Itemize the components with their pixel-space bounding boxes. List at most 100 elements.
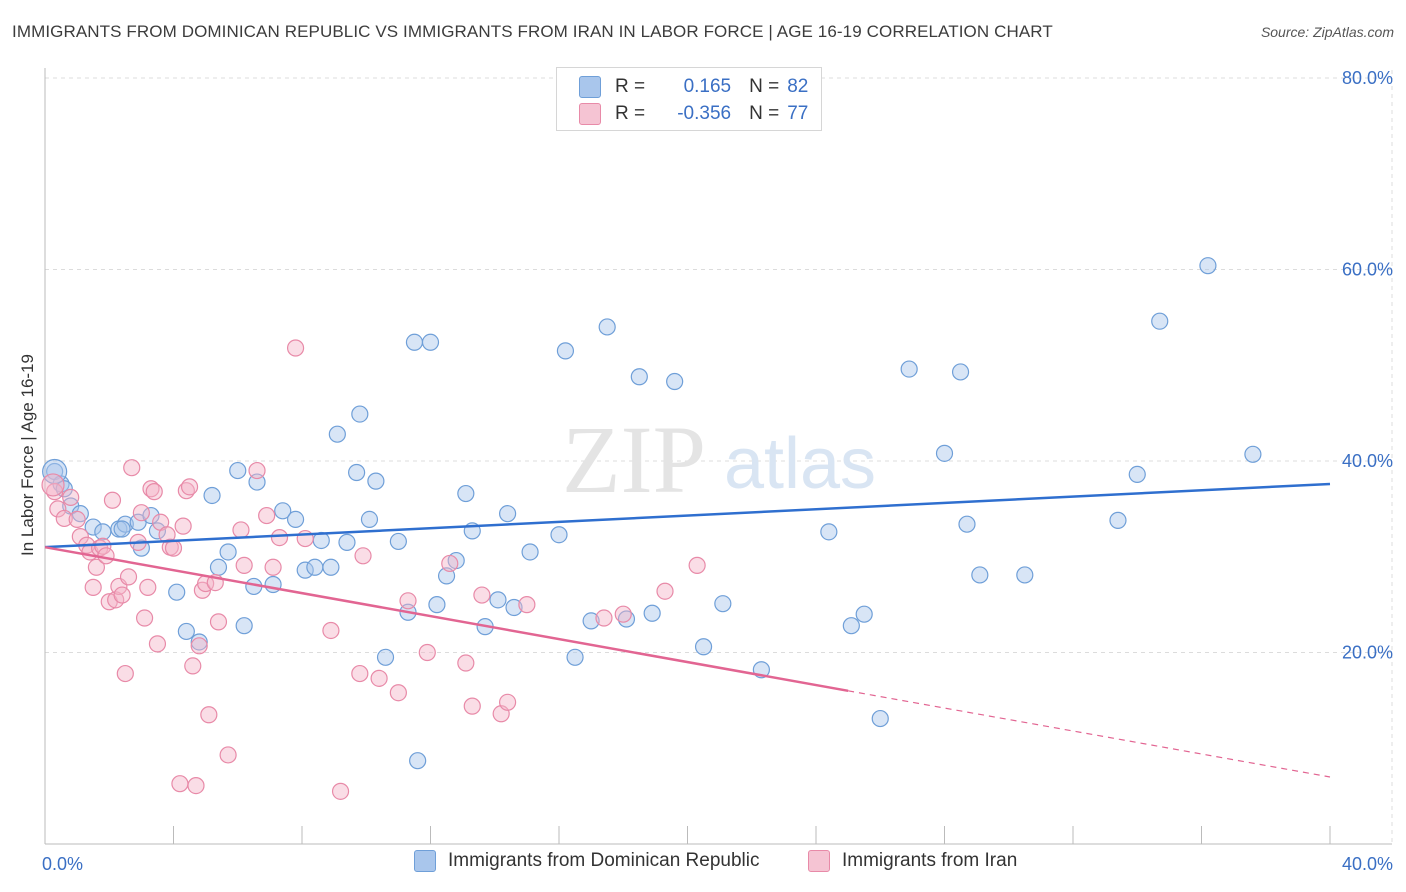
- point-iran: [463, 697, 481, 715]
- point-dominican: [617, 610, 636, 628]
- point-dominican: [1244, 445, 1262, 463]
- point-iran: [209, 613, 228, 631]
- y-tick-label: 40.0%: [1342, 451, 1393, 471]
- point-dominican: [322, 558, 340, 576]
- point-dominican: [499, 505, 517, 523]
- y-tick-label: 60.0%: [1342, 260, 1393, 280]
- point-iran: [97, 547, 115, 565]
- series-legend: Immigrants from Dominican Republic Immig…: [0, 850, 1406, 878]
- point-iran: [219, 746, 237, 764]
- point-dominican: [203, 486, 221, 505]
- point-dominican: [505, 598, 523, 617]
- point-dominican: [360, 510, 379, 529]
- legend-row-iran: R = -0.356 N = 77: [579, 100, 808, 128]
- legend-swatch-pink: [579, 103, 601, 125]
- point-iran: [518, 596, 536, 614]
- legend-r-value: 0.165: [683, 76, 732, 97]
- series-iran: [41, 339, 706, 800]
- point-iran: [688, 556, 706, 574]
- y-tick-label: 80.0%: [1342, 68, 1393, 88]
- legend-item-iran: Immigrants from Iran: [808, 850, 1017, 872]
- point-iran: [499, 693, 517, 711]
- correlation-legend: R = 0.165 N = 82 R = -0.356 N = 77: [556, 67, 822, 131]
- point-iran: [139, 578, 157, 596]
- point-iran: [389, 684, 407, 702]
- point-dominican: [598, 318, 616, 336]
- point-iran: [656, 582, 674, 600]
- point-dominican: [630, 368, 648, 386]
- y-axis-label: In Labor Force | Age 16-19: [18, 354, 37, 556]
- chart-title: IMMIGRANTS FROM DOMINICAN REPUBLIC VS IM…: [12, 22, 1053, 41]
- legend-r-label: R =: [615, 103, 646, 124]
- point-dominican: [935, 444, 954, 462]
- series-dominican-republic: [42, 257, 1262, 770]
- point-dominican: [1128, 465, 1146, 484]
- point-dominican: [296, 561, 314, 579]
- point-iran: [187, 776, 205, 795]
- point-dominican: [421, 333, 440, 351]
- point-iran: [354, 547, 372, 565]
- point-dominican: [871, 709, 889, 728]
- legend-n-label: N =: [749, 76, 780, 97]
- point-dominican: [1016, 566, 1034, 584]
- point-dominican: [457, 484, 475, 503]
- point-dominican: [900, 360, 918, 378]
- point-dominican: [177, 622, 195, 641]
- source-credit: Source: ZipAtlas.com: [1260, 24, 1394, 40]
- trend-lines: [44, 482, 1331, 778]
- point-iran: [132, 504, 150, 522]
- grid-lines: [45, 70, 1393, 844]
- legend-swatch-blue: [414, 850, 436, 872]
- point-iran: [103, 491, 122, 509]
- legend-n-label: N =: [749, 103, 780, 124]
- point-dominican: [348, 463, 366, 482]
- x-tick-label: 40.0%: [1342, 854, 1393, 874]
- point-dominican: [409, 752, 427, 770]
- point-iran: [399, 592, 417, 610]
- point-dominican: [229, 461, 247, 480]
- point-dominican: [521, 543, 539, 561]
- point-iran: [119, 568, 138, 586]
- watermark: ZIP atlas: [562, 406, 876, 513]
- point-iran: [87, 558, 106, 576]
- point-dominican: [951, 363, 970, 381]
- point-dominican: [694, 638, 713, 656]
- point-dominican: [666, 372, 684, 391]
- point-iran: [41, 473, 65, 497]
- point-dominican: [190, 633, 208, 651]
- point-dominican: [714, 595, 732, 613]
- point-iran: [84, 578, 102, 596]
- point-dominican: [389, 532, 407, 551]
- point-dominican: [556, 342, 575, 360]
- point-dominican: [958, 515, 976, 533]
- point-dominican: [168, 583, 186, 601]
- axis-labels: 20.0% 40.0% 60.0% 80.0% 0.0% 40.0%: [42, 68, 1393, 874]
- point-dominican: [219, 543, 237, 561]
- legend-r-value: -0.356: [677, 103, 732, 124]
- point-dominican: [1109, 511, 1127, 529]
- point-iran: [441, 554, 459, 573]
- trend-line-iran-extension: [848, 690, 1331, 778]
- point-iran: [190, 637, 208, 655]
- point-dominican: [286, 510, 305, 529]
- legend-r-label: R =: [615, 76, 646, 97]
- legend-n-value: 82: [787, 76, 809, 97]
- point-dominican: [367, 472, 385, 490]
- point-dominican: [113, 520, 131, 538]
- point-iran: [258, 506, 276, 525]
- x-tick-label: 0.0%: [42, 854, 83, 874]
- point-dominican: [338, 533, 356, 551]
- point-dominican: [566, 648, 584, 666]
- point-dominican: [582, 612, 600, 630]
- axes: [44, 68, 1392, 845]
- point-iran: [62, 488, 80, 506]
- legend-item-dominican: Immigrants from Dominican Republic: [414, 850, 760, 872]
- point-iran: [123, 459, 141, 477]
- point-iran: [171, 775, 189, 793]
- point-iran: [180, 478, 199, 496]
- point-iran: [270, 528, 289, 547]
- point-dominican: [428, 596, 446, 614]
- point-iran: [68, 510, 86, 529]
- point-iran: [164, 539, 183, 557]
